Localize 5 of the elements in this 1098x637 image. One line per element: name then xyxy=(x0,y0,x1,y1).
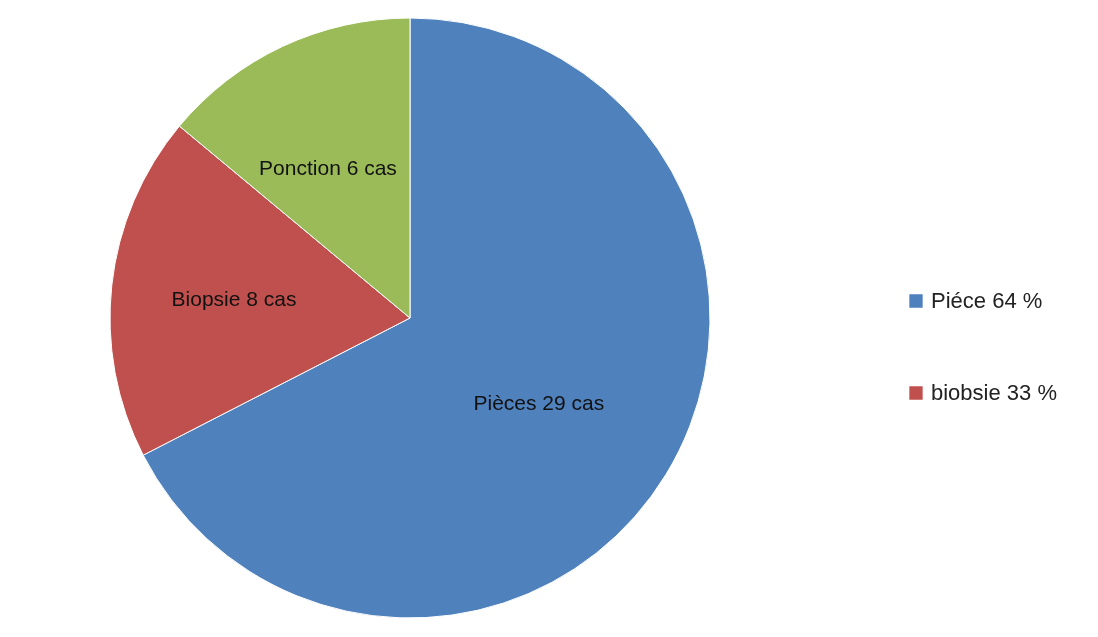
legend-label: Piéce 64 % xyxy=(931,288,1043,313)
data-label: Ponction 6 cas xyxy=(259,155,397,179)
legend-label: biobsie 33 % xyxy=(931,380,1057,405)
data-label: Pièces 29 cas xyxy=(473,390,605,414)
data-label: Biopsie 8 cas xyxy=(171,286,297,310)
